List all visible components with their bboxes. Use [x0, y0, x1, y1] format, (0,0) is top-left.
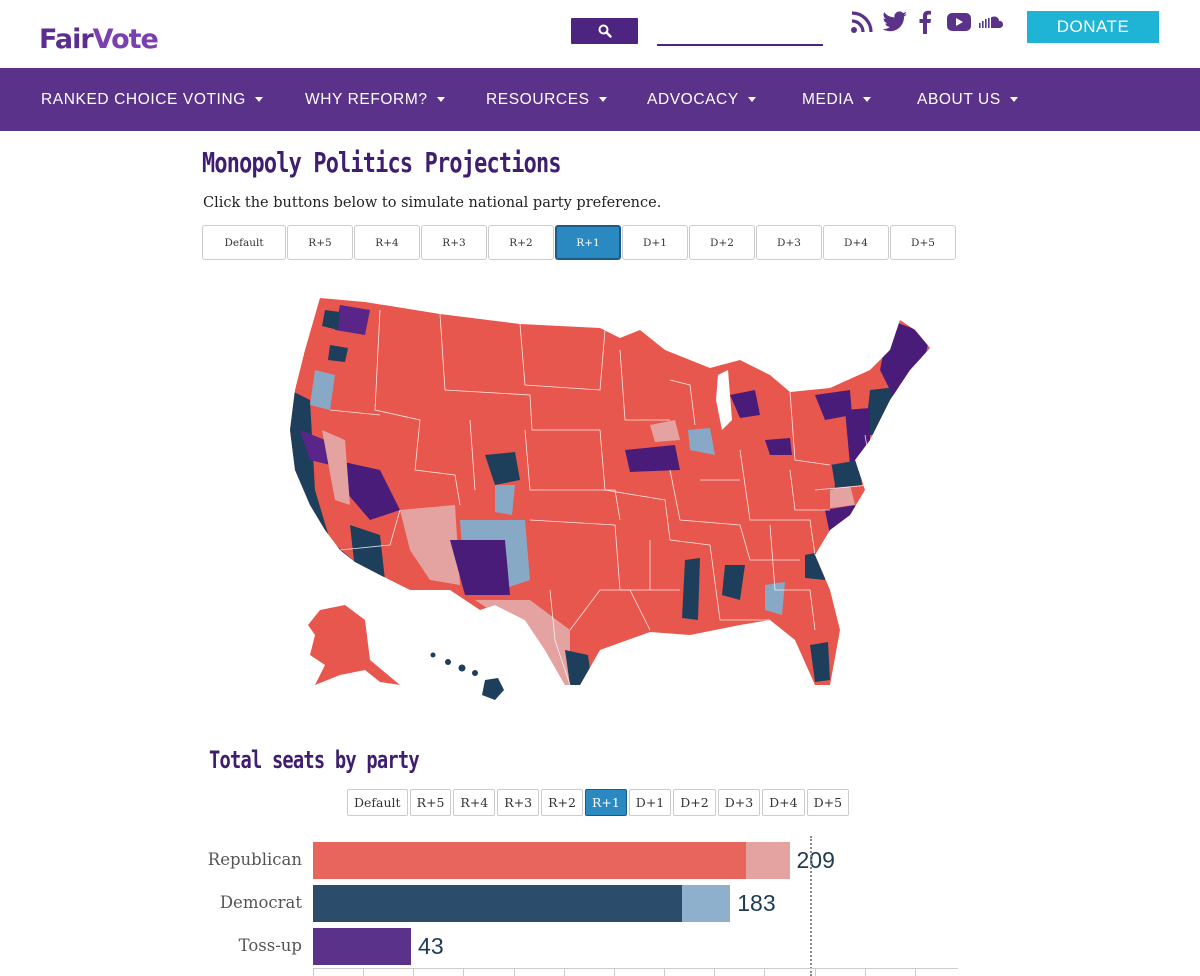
bar-democrat-lean[interactable]: [682, 885, 731, 922]
x-axis-tick: [513, 968, 515, 976]
bar-democrat-safe[interactable]: [313, 885, 683, 922]
contiguous-us: [290, 298, 930, 685]
x-axis-tick: [814, 968, 816, 976]
caret-down-icon: [254, 97, 263, 102]
lake-michigan: [716, 370, 732, 430]
caret-down-icon: [436, 97, 445, 102]
page-title: Monopoly Politics Projections: [202, 146, 561, 179]
sim-button-d3[interactable]: D+3: [756, 225, 822, 260]
sim-button-d4[interactable]: D+4: [823, 225, 889, 260]
nav-why-reform[interactable]: WHY REFORM?: [305, 68, 445, 131]
rss-icon: [851, 11, 873, 33]
nav-label: MEDIA: [802, 90, 855, 108]
sim-button-r4[interactable]: R+4: [354, 225, 420, 260]
facebook-link[interactable]: [918, 10, 932, 34]
x-axis-tick: [864, 968, 866, 976]
seat-button-d3[interactable]: D+3: [717, 789, 761, 816]
hawaii: [430, 652, 504, 700]
x-axis-tick: [563, 968, 565, 976]
bar-republican-lean[interactable]: [746, 842, 790, 879]
rss-link[interactable]: [850, 10, 874, 34]
bar-label-republican: Republican: [207, 850, 302, 869]
alaska: [308, 605, 400, 685]
seat-button-d5[interactable]: D+5: [806, 789, 850, 816]
x-axis-tick: [714, 968, 716, 976]
bar-value-republican: 209: [796, 847, 835, 873]
seat-button-r2[interactable]: R+2: [541, 789, 583, 816]
seat-button-r1[interactable]: R+1: [584, 789, 627, 816]
x-axis-tick: [363, 968, 365, 976]
logo-text-vote: Vote: [92, 24, 159, 55]
x-axis-tick: [613, 968, 615, 976]
youtube-link[interactable]: [946, 10, 972, 34]
bar-republican-safe[interactable]: [313, 842, 747, 879]
seat-button-r5[interactable]: R+5: [409, 789, 452, 816]
x-axis-tick: [313, 968, 314, 976]
twitter-link[interactable]: [882, 10, 908, 34]
nav-advocacy[interactable]: ADVOCACY: [647, 68, 756, 131]
sim-button-r2[interactable]: R+2: [488, 225, 554, 260]
x-axis-tick: [764, 968, 766, 976]
search-icon: [598, 24, 612, 38]
nav-label: RESOURCES: [486, 90, 590, 108]
search-button[interactable]: [571, 18, 638, 44]
nav-label: ABOUT US: [917, 90, 1001, 108]
bar-label-democrat: Democrat: [219, 893, 302, 912]
nav-label: ADVOCACY: [647, 90, 739, 108]
seat-button-default[interactable]: Default: [347, 789, 408, 816]
sim-button-r5[interactable]: R+5: [287, 225, 353, 260]
bar-label-tossup: Toss-up: [238, 936, 302, 955]
x-axis-tick: [413, 968, 415, 976]
district-map[interactable]: [270, 290, 950, 710]
fairvote-logo[interactable]: FairVote: [39, 24, 159, 55]
majority-line: [810, 836, 813, 976]
x-axis: [313, 968, 958, 969]
x-axis-tick: [664, 968, 666, 976]
caret-down-icon: [747, 97, 756, 102]
nav-label: WHY REFORM?: [305, 90, 428, 108]
search-input[interactable]: [657, 22, 823, 46]
seat-button-r4[interactable]: R+4: [453, 789, 496, 816]
youtube-icon: [947, 13, 971, 31]
soundcloud-link[interactable]: [978, 10, 1004, 34]
x-axis-tick: [463, 968, 465, 976]
sim-button-default[interactable]: Default: [202, 225, 286, 260]
sim-button-r3[interactable]: R+3: [421, 225, 487, 260]
caret-down-icon: [1009, 97, 1018, 102]
top-bar: FairVote: [0, 0, 1200, 68]
caret-down-icon: [598, 97, 607, 102]
seats-button-group: Default R+5 R+4 R+3 R+2 R+1 D+1 D+2 D+3 …: [347, 789, 850, 816]
seat-button-r3[interactable]: R+3: [497, 789, 540, 816]
soundcloud-icon: [979, 16, 1003, 28]
x-axis-tick: [914, 968, 916, 976]
sim-button-d5[interactable]: D+5: [890, 225, 956, 260]
nav-resources[interactable]: RESOURCES: [486, 68, 607, 131]
seat-button-d2[interactable]: D+2: [673, 789, 716, 816]
main-nav: RANKED CHOICE VOTING WHY REFORM? RESOURC…: [0, 68, 1200, 131]
twitter-icon: [882, 11, 907, 32]
seat-button-d4[interactable]: D+4: [762, 789, 805, 816]
bar-value-democrat: 183: [737, 890, 776, 916]
logo-text-fair: Fair: [39, 24, 94, 55]
donate-button[interactable]: DONATE: [1027, 11, 1159, 43]
nav-label: RANKED CHOICE VOTING: [41, 90, 246, 108]
caret-down-icon: [863, 97, 872, 102]
nav-about-us[interactable]: ABOUT US: [917, 68, 1018, 131]
bar-tossup-safe[interactable]: [313, 928, 412, 965]
facebook-icon: [919, 10, 931, 34]
seats-title: Total seats by party: [209, 746, 420, 774]
simulation-button-group: Default R+5 R+4 R+3 R+2 R+1 D+1 D+2 D+3 …: [202, 225, 956, 260]
sim-button-d2[interactable]: D+2: [689, 225, 755, 260]
seat-button-d1[interactable]: D+1: [628, 789, 672, 816]
bar-value-tossup: 43: [418, 933, 444, 959]
nav-ranked-choice-voting[interactable]: RANKED CHOICE VOTING: [41, 68, 263, 131]
sim-button-d1[interactable]: D+1: [622, 225, 688, 260]
nav-media[interactable]: MEDIA: [802, 68, 872, 131]
page-subtitle: Click the buttons below to simulate nati…: [203, 195, 662, 211]
sim-button-r1[interactable]: R+1: [555, 225, 621, 260]
